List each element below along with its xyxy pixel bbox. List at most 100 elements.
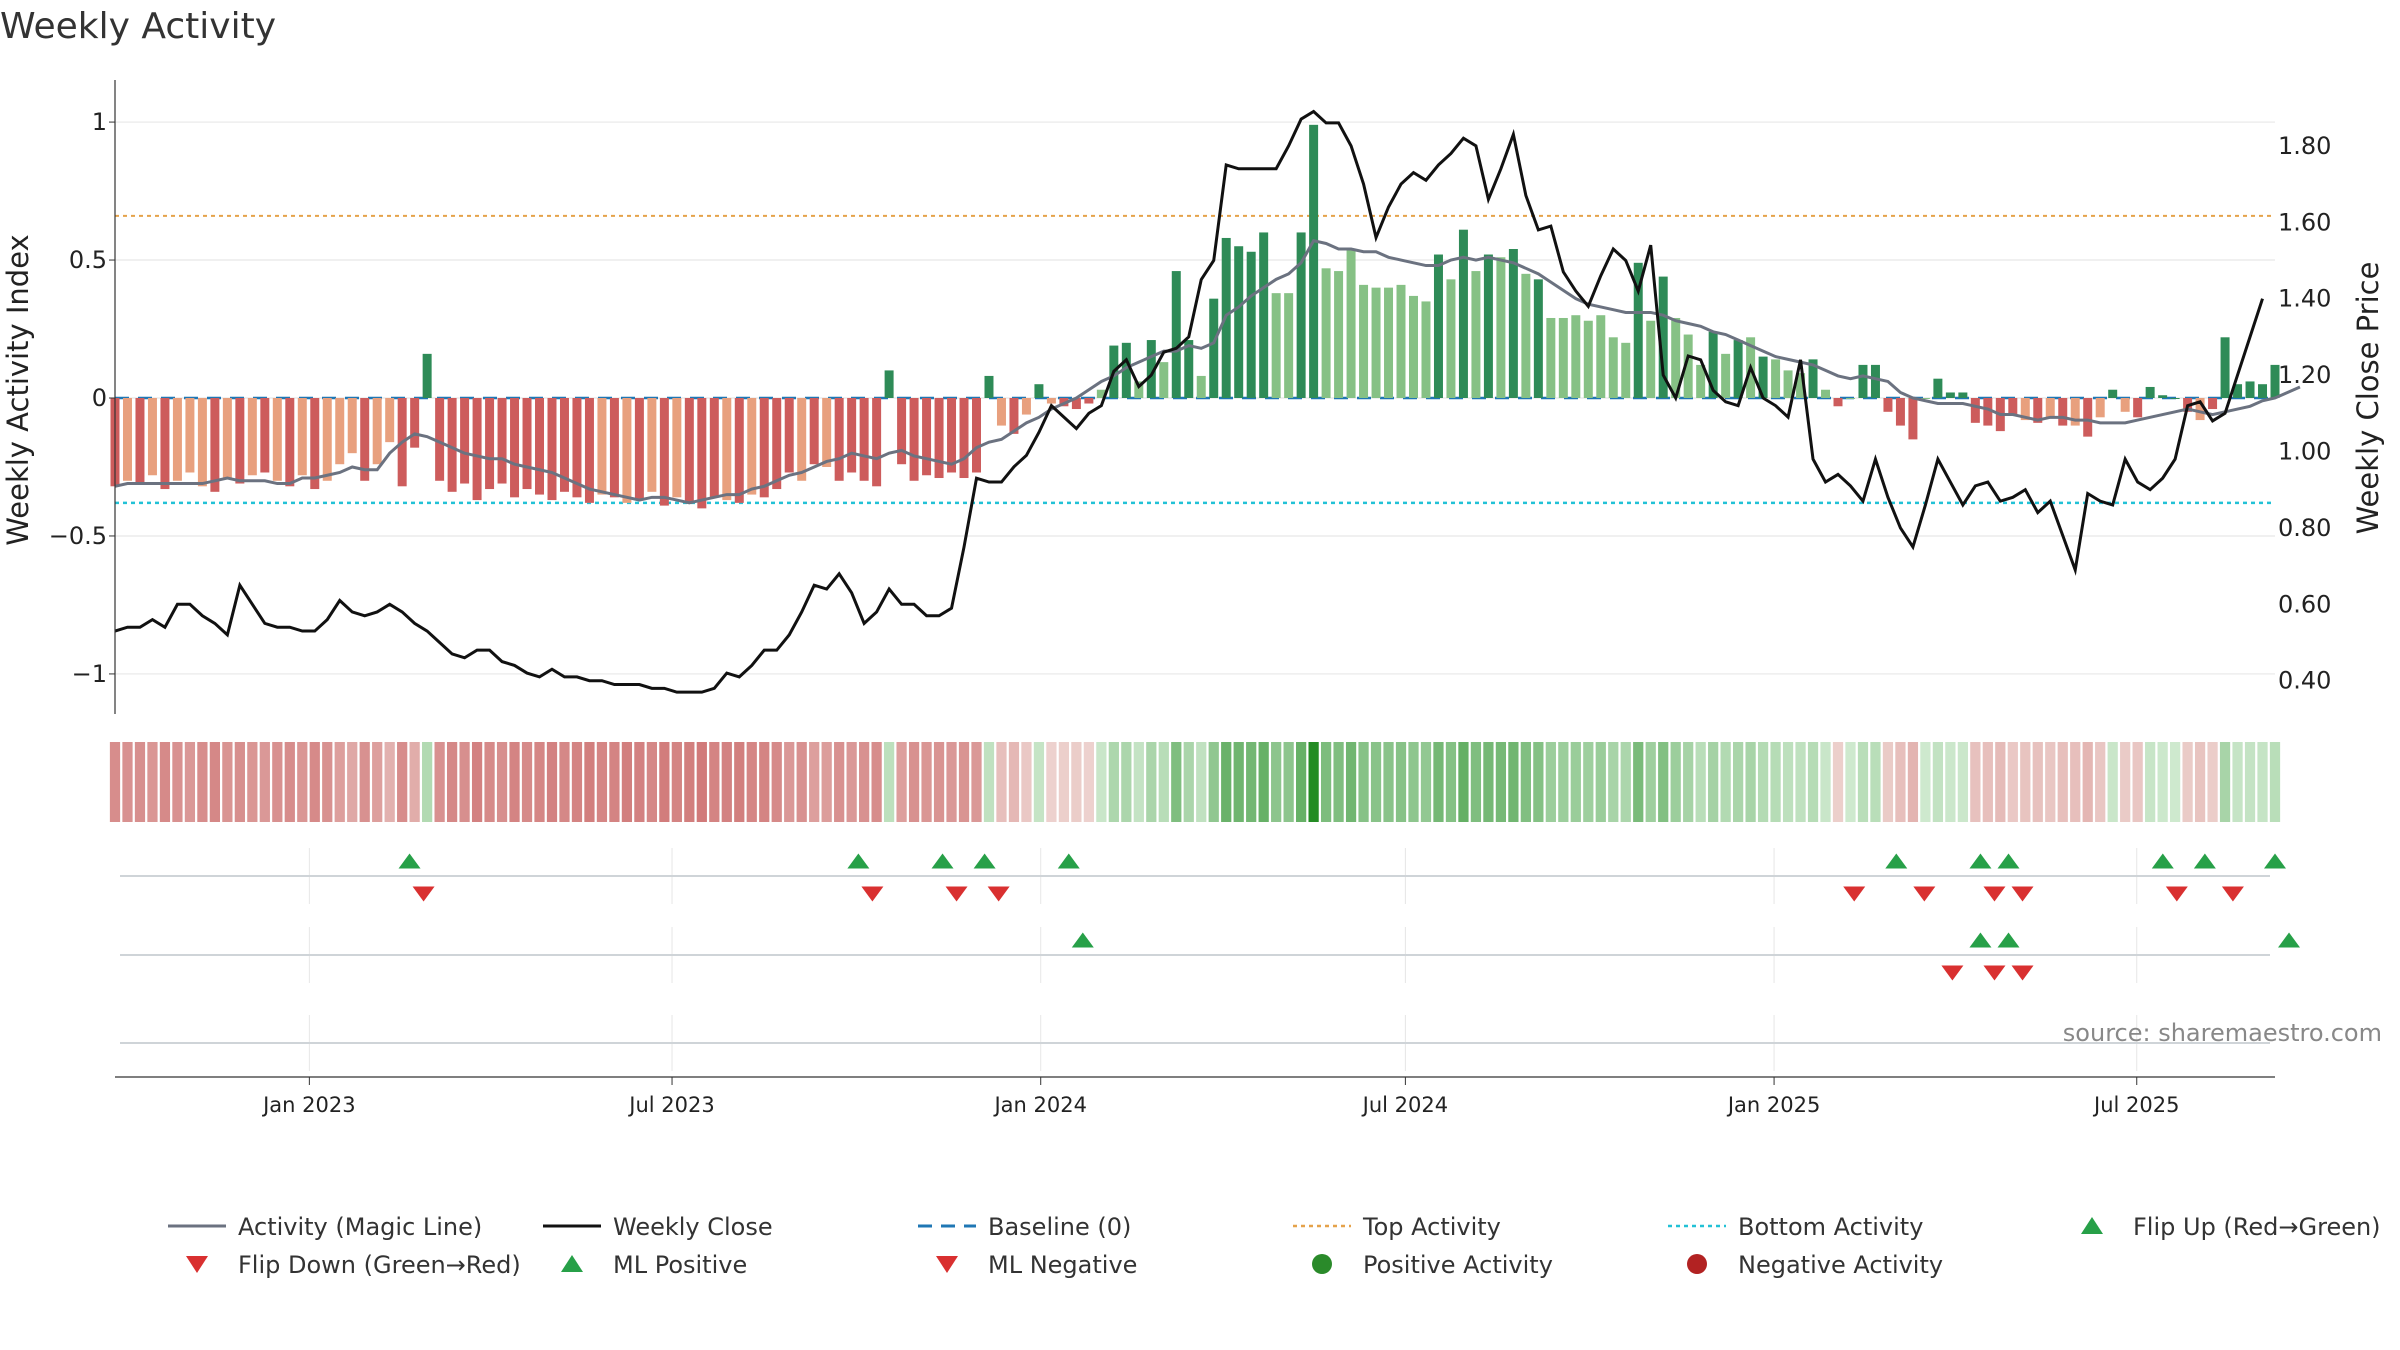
x-tick-label: Jan 2024 [992, 1093, 1087, 1117]
activity-bar [1146, 340, 1156, 398]
y-tick-label: 0.5 [69, 246, 107, 274]
strip-cell [1620, 742, 1631, 822]
legend-circle-icon [1687, 1254, 1707, 1274]
strip-cell [1121, 742, 1132, 822]
legend-item: Flip Up (Red→Green) [2081, 1213, 2381, 1241]
strip-cell [684, 742, 695, 822]
activity-bar [709, 398, 719, 498]
strip-cell [247, 742, 258, 822]
activity-bar [1259, 232, 1269, 398]
strip-cell [1745, 742, 1756, 822]
activity-bar [734, 398, 744, 503]
flip-down-marker [2221, 886, 2244, 902]
strip-cell [846, 742, 857, 822]
strip-cell [771, 742, 782, 822]
flip-up-marker [847, 853, 870, 869]
strip-cell [933, 742, 945, 822]
strip-cell [347, 742, 358, 822]
chart-title: Weekly Activity [0, 6, 276, 47]
strip-cell [2082, 742, 2093, 822]
magic-line [114, 239, 2301, 505]
activity-bar [1071, 398, 1081, 410]
activity-bar [335, 398, 345, 465]
y2-tick-label: 1.40 [2278, 285, 2331, 313]
y-axis-label: Weekly Activity Index [1, 234, 35, 545]
strip-cell [571, 742, 583, 822]
activity-bar [1121, 342, 1131, 398]
activity-bar [1571, 315, 1581, 398]
activity-bar [135, 398, 145, 484]
activity-bar [1646, 320, 1656, 398]
legend-item: Positive Activity [1312, 1251, 1553, 1279]
legend-triangle-down-icon [936, 1256, 958, 1273]
activity-bar [659, 398, 669, 506]
strip-cell [559, 742, 570, 822]
ml-positive-marker [1997, 932, 2020, 948]
activity-bar [260, 398, 270, 473]
strip-cell [134, 742, 146, 822]
strip-cell [1882, 742, 1894, 822]
activity-bar [1558, 317, 1568, 398]
strip-cell [309, 742, 320, 822]
strip-cell [946, 742, 957, 822]
activity-bar [1633, 262, 1643, 398]
line-series [114, 109, 2301, 694]
signal-panels [120, 848, 2301, 1071]
activity-bar [1084, 398, 1094, 404]
strip-cell [509, 742, 520, 822]
activity-bar [1833, 398, 1843, 407]
strip-cell [584, 742, 595, 822]
activity-bar [2195, 398, 2205, 421]
activity-bar [1583, 320, 1593, 398]
x-tick-label: Jul 2025 [2092, 1093, 2179, 1117]
legend-item: Baseline (0) [918, 1213, 1131, 1241]
strip-cell [671, 742, 682, 822]
activity-bar [1870, 364, 1880, 398]
activity-bar [1696, 364, 1706, 398]
strip-cell [1333, 742, 1344, 822]
strip-cell [521, 742, 533, 822]
strip-cell [1108, 742, 1119, 822]
strip-cell [709, 742, 720, 822]
strip-cell [1945, 742, 1956, 822]
strip-cell [1583, 742, 1594, 822]
strip-cell [1807, 742, 1819, 822]
strip-cell [1183, 742, 1194, 822]
strip-cell [1508, 742, 1519, 822]
flip-up-marker [2193, 853, 2216, 869]
strip-cell [796, 742, 807, 822]
flip-down-marker [987, 886, 1010, 902]
activity-bar [2208, 398, 2218, 410]
activity-bar [597, 398, 607, 495]
activity-bar [510, 398, 520, 498]
strip-cell [1970, 742, 1981, 822]
ml-negative-marker [1983, 965, 2006, 981]
activity-bar [2158, 395, 2168, 398]
activity-bar [1845, 398, 1855, 399]
activity-bar [797, 398, 807, 481]
strip-cell [1957, 742, 1968, 822]
activity-bar [634, 398, 644, 501]
strip-cell [272, 742, 283, 822]
legend-item: ML Positive [561, 1251, 747, 1279]
activity-bar [747, 398, 757, 495]
activity-bar [1945, 392, 1955, 398]
activity-bar [460, 398, 470, 484]
activity-bar [297, 398, 307, 476]
activity-bar [1958, 392, 1968, 398]
activity-bar [772, 398, 782, 490]
activity-bar [972, 398, 981, 473]
weekly-close-line [114, 109, 2264, 694]
strip-cell [222, 742, 233, 822]
strip-cell [2057, 742, 2068, 822]
activity-bar [622, 398, 632, 503]
activity-bar [535, 398, 545, 495]
activity-bar [1508, 249, 1518, 398]
strip-cell [322, 742, 333, 822]
ml-negative-marker [1941, 965, 1964, 981]
strip-cell [1033, 742, 1045, 822]
legend-triangle-up-icon [2081, 1217, 2103, 1234]
strip-cell [2269, 742, 2281, 822]
activity-bar [1184, 340, 1194, 398]
activity-bar [1783, 370, 1793, 398]
